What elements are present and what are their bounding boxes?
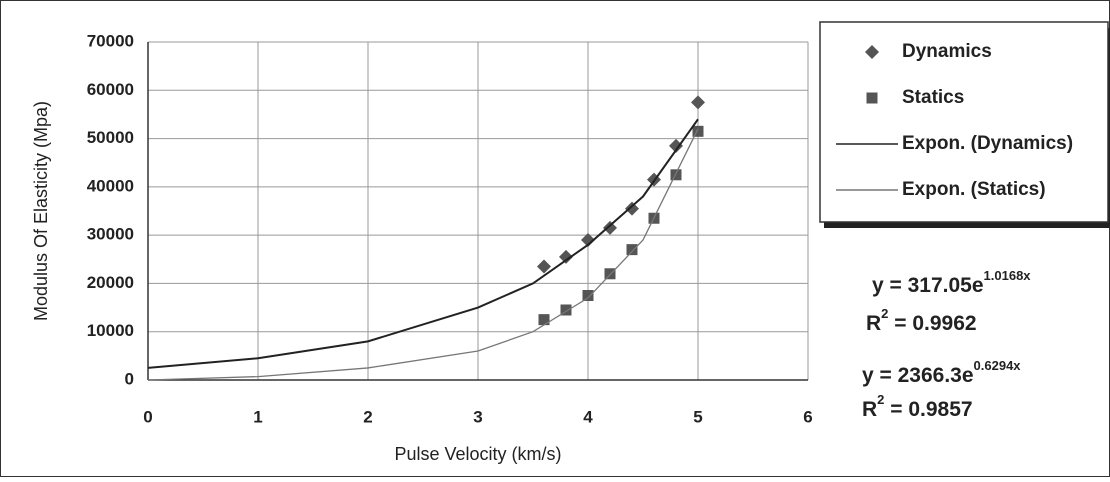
y-tick-label: 0	[125, 369, 134, 388]
legend-label: Expon. (Dynamics)	[902, 133, 1073, 154]
chart: Modulus Of Elasticity (Mpa) Pulse Veloci…	[0, 0, 1110, 477]
point	[539, 314, 550, 325]
legend-swatch	[867, 93, 878, 104]
y-tick-label: 50000	[87, 128, 134, 147]
legend-label: Statics	[902, 87, 964, 108]
equation-base: R	[862, 398, 877, 421]
equation-rest: = 0.9857	[884, 398, 972, 421]
equation-exponent: 2	[877, 392, 884, 407]
y-tick-label: 20000	[87, 273, 134, 292]
y-tick-label: 40000	[87, 176, 134, 195]
x-tick-label: 1	[253, 407, 262, 426]
equation-exponent: 0.6294x	[974, 358, 1022, 373]
y-tick-label: 10000	[87, 321, 134, 340]
equation-base: R	[866, 312, 881, 335]
y-tick-label: 70000	[87, 31, 134, 50]
equation-exponent: 2	[881, 306, 888, 321]
y-axis-title: Modulus Of Elasticity (Mpa)	[31, 101, 51, 321]
x-tick-label: 4	[583, 407, 593, 426]
x-axis-title: Pulse Velocity (km/s)	[394, 444, 561, 464]
x-tick-label: 3	[473, 407, 482, 426]
equation-rest: = 0.9962	[888, 312, 976, 335]
legend-label: Expon. (Statics)	[902, 179, 1046, 200]
y-tick-label: 60000	[87, 80, 134, 99]
legend-label: Dynamics	[902, 41, 992, 62]
x-tick-label: 0	[143, 407, 152, 426]
point	[627, 244, 638, 255]
y-tick-label: 30000	[87, 225, 134, 244]
x-tick-label: 6	[803, 407, 812, 426]
equation-base: y = 317.05e	[872, 274, 984, 297]
equation-base: y = 2366.3e	[862, 364, 974, 387]
equation-exponent: 1.0168x	[984, 268, 1032, 283]
point	[583, 290, 594, 301]
point	[693, 126, 704, 137]
x-tick-label: 2	[363, 407, 372, 426]
x-tick-label: 5	[693, 407, 702, 426]
